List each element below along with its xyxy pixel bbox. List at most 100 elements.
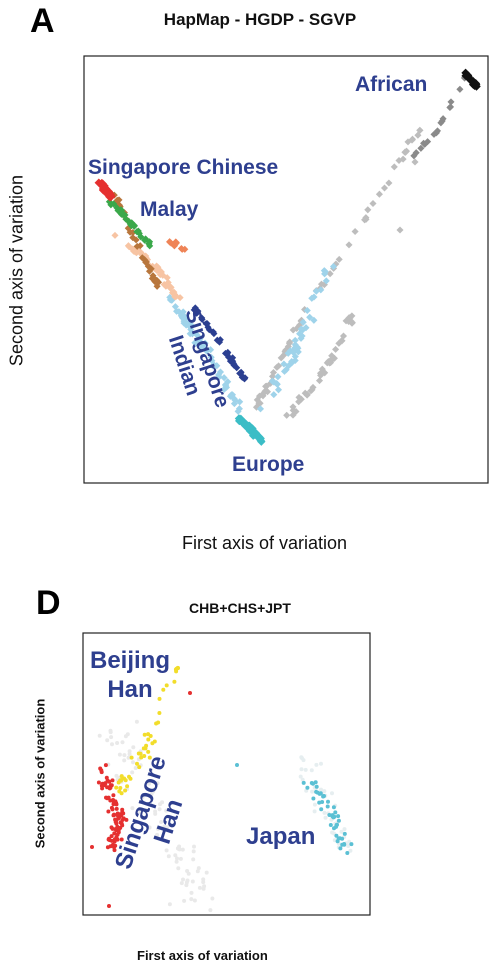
singapore-han-point <box>120 823 125 828</box>
light-gray-point <box>289 403 297 411</box>
background-point <box>299 767 304 772</box>
singapore-han-point <box>109 834 114 839</box>
background-point <box>309 768 314 773</box>
background-point <box>189 890 194 895</box>
panel-d-ylabel: Second axis of variation <box>32 698 48 849</box>
singapore-han-point <box>112 845 116 850</box>
background-point <box>300 777 305 782</box>
background-point <box>126 755 131 760</box>
light-gray-point <box>408 136 416 144</box>
peach-point <box>154 263 162 271</box>
background-point <box>323 815 328 820</box>
light-gray-point <box>303 391 311 399</box>
background-point <box>165 825 169 830</box>
beijing-han-point <box>120 776 125 781</box>
japan-point <box>313 780 318 785</box>
light-blue-point <box>196 342 204 350</box>
beijing-han-point <box>129 755 134 760</box>
light-blue-point <box>329 262 338 271</box>
background-point <box>173 853 178 858</box>
background-point <box>125 732 130 737</box>
background-point <box>342 827 347 832</box>
light-blue-point <box>322 277 330 285</box>
background-point <box>164 808 169 813</box>
singapore-han-point <box>100 786 105 791</box>
light-gray-point <box>346 314 354 322</box>
light-gray-point <box>416 126 424 134</box>
japan-point <box>301 780 306 785</box>
background-point <box>167 902 172 907</box>
japan-point <box>305 785 310 790</box>
japan-point <box>333 810 338 815</box>
light-blue-point <box>288 357 296 366</box>
beijing-han-point <box>172 679 177 684</box>
japan-point <box>314 789 319 794</box>
peach-point <box>157 268 165 276</box>
beijing-han-point <box>150 741 155 746</box>
light-blue-point <box>310 316 318 324</box>
background-point <box>346 844 351 848</box>
japan-point <box>336 814 341 819</box>
singapore-han-point <box>116 830 121 835</box>
background-point <box>155 832 160 837</box>
japan-point <box>327 813 332 817</box>
beijing-han-point <box>136 751 141 756</box>
japan-point <box>345 851 350 855</box>
light-gray-point <box>283 411 291 419</box>
light-gray-point <box>277 354 285 362</box>
light-gray-point <box>255 392 264 400</box>
light-blue-point <box>302 324 310 332</box>
beijing-han-point <box>139 755 144 760</box>
malay-point <box>133 228 141 236</box>
background-point <box>319 787 323 792</box>
light-gray-point <box>362 214 370 222</box>
beijing-han-point <box>175 665 180 670</box>
singapore-han-point <box>107 779 112 784</box>
light-gray-point <box>380 184 389 192</box>
label-japan: Japan <box>246 823 316 850</box>
label-singapore-chinese: Singapore Chinese <box>88 156 279 179</box>
background-point <box>140 795 145 800</box>
light-gray-point <box>256 399 264 407</box>
light-blue-point <box>274 373 282 381</box>
light-blue-point <box>303 306 311 315</box>
light-gray-point <box>385 179 393 187</box>
light-blue-point <box>299 318 307 326</box>
singapore-indian-point <box>224 348 232 356</box>
europe-point <box>245 421 254 431</box>
background-point <box>147 781 151 786</box>
brown-point <box>113 196 121 204</box>
light-blue-point <box>235 405 243 413</box>
african-gray-point <box>412 149 420 157</box>
japan-point <box>318 791 323 796</box>
background-point <box>190 879 195 884</box>
background-point <box>164 848 169 853</box>
background-point <box>210 896 215 901</box>
orange-point <box>172 238 180 246</box>
background-point <box>195 869 200 874</box>
light-gray-point <box>364 206 372 214</box>
african-gray-point <box>438 117 446 125</box>
light-blue-point <box>256 405 265 413</box>
singapore-han-point <box>105 796 110 801</box>
background-point <box>120 740 125 745</box>
beijing-han-point <box>164 683 169 688</box>
background-point <box>181 877 185 882</box>
beijing-han-point <box>156 720 161 725</box>
light-blue-point <box>213 362 221 370</box>
background-point <box>127 749 132 754</box>
beijing-han-point <box>127 774 131 779</box>
singapore-indian-point <box>226 354 234 362</box>
light-blue-point <box>273 379 281 388</box>
singapore-han-point <box>90 845 94 849</box>
singapore-han-point <box>114 806 119 811</box>
singapore-han-point <box>109 783 114 788</box>
light-gray-point <box>351 227 359 236</box>
background-point <box>298 774 303 779</box>
background-point <box>202 884 207 889</box>
background-point <box>191 857 196 862</box>
african-gray-point <box>417 144 425 152</box>
background-point <box>322 810 327 815</box>
light-gray-point <box>307 387 315 395</box>
background-point <box>131 745 136 750</box>
